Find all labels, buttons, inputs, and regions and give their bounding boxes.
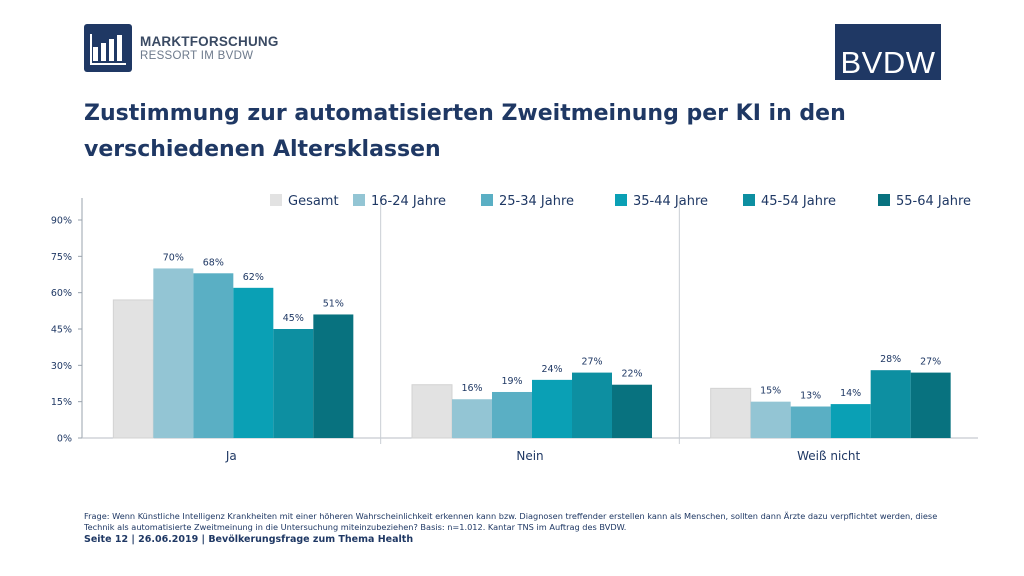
- data-label: 15%: [760, 386, 781, 397]
- legend-label: 35-44 Jahre: [633, 194, 708, 209]
- bvdw-logo-text: BVDW: [840, 45, 936, 80]
- logo-line1: MARKTFORSCHUNG: [140, 34, 279, 49]
- data-label: 27%: [581, 357, 602, 368]
- data-label: 27%: [920, 357, 941, 368]
- y-tick-label: 30%: [51, 361, 72, 372]
- bar: [411, 384, 453, 439]
- bar-chart: 0% 15% 30% 45% 60% 75% 90% Ja 70% 68% 62% 45% 51% Nei…: [51, 194, 978, 463]
- data-label: 45%: [283, 313, 304, 324]
- bar: [790, 406, 831, 438]
- y-tick-label: 90%: [51, 216, 72, 227]
- legend-swatch: [270, 194, 282, 206]
- data-label: 16%: [461, 383, 482, 394]
- bar: [572, 372, 612, 438]
- bar: [830, 404, 871, 438]
- y-tick-label: 0%: [57, 434, 72, 445]
- legend-swatch: [878, 194, 890, 206]
- data-label: 24%: [541, 364, 562, 375]
- x-tick-label: Weiß nicht: [797, 449, 860, 463]
- data-label: 13%: [800, 391, 821, 402]
- legend-label: 16-24 Jahre: [371, 194, 446, 209]
- bvdw-logo: BVDW: [835, 24, 941, 80]
- marktforschung-logo-icon: [84, 24, 132, 72]
- data-label: 51%: [323, 298, 344, 309]
- data-label: 62%: [243, 272, 264, 283]
- logo-line2: RESSORT IM BVDW: [140, 50, 254, 62]
- legend-swatch: [481, 194, 493, 206]
- x-tick-label: Nein: [516, 449, 543, 463]
- bar: [910, 372, 951, 438]
- bar: [452, 399, 492, 438]
- bar: [870, 370, 911, 438]
- y-tick-label: 15%: [51, 397, 72, 408]
- marktforschung-logo-text: MARKTFORSCHUNG RESSORT IM BVDW: [140, 34, 279, 64]
- data-label: 14%: [840, 388, 861, 399]
- data-label: 28%: [880, 354, 901, 365]
- y-tick-label: 75%: [51, 252, 72, 263]
- data-label: 22%: [621, 369, 642, 380]
- legend-label: Gesamt: [288, 194, 339, 209]
- y-tick-label: 60%: [51, 288, 72, 299]
- bar: [112, 299, 154, 439]
- bar: [492, 391, 532, 438]
- legend-label: 25-34 Jahre: [499, 194, 574, 209]
- bar: [313, 314, 354, 438]
- data-label: 68%: [203, 257, 224, 268]
- x-tick-label: Ja: [225, 449, 237, 463]
- page-title: Zustimmung zur automatisierten Zweitmein…: [84, 101, 846, 162]
- bar: [532, 379, 572, 438]
- legend-label: 45-54 Jahre: [761, 194, 836, 209]
- bar: [710, 387, 752, 439]
- bar: [193, 273, 234, 438]
- legend-swatch: [615, 194, 627, 206]
- legend-label: 55-64 Jahre: [896, 194, 971, 209]
- legend-swatch: [743, 194, 755, 206]
- bar: [612, 384, 652, 438]
- data-label: 70%: [163, 252, 184, 263]
- bar: [750, 401, 791, 438]
- data-label: 19%: [501, 376, 522, 387]
- bar: [273, 329, 314, 438]
- bar: [233, 287, 274, 438]
- legend-swatch: [353, 194, 365, 206]
- bar: [153, 268, 194, 438]
- footnote: Frage: Wenn Künstliche Intelligenz Krank…: [84, 511, 938, 532]
- y-tick-label: 45%: [51, 325, 72, 336]
- page-footer: Seite 12 | 26.06.2019 | Bevölkerungsfrag…: [84, 534, 414, 545]
